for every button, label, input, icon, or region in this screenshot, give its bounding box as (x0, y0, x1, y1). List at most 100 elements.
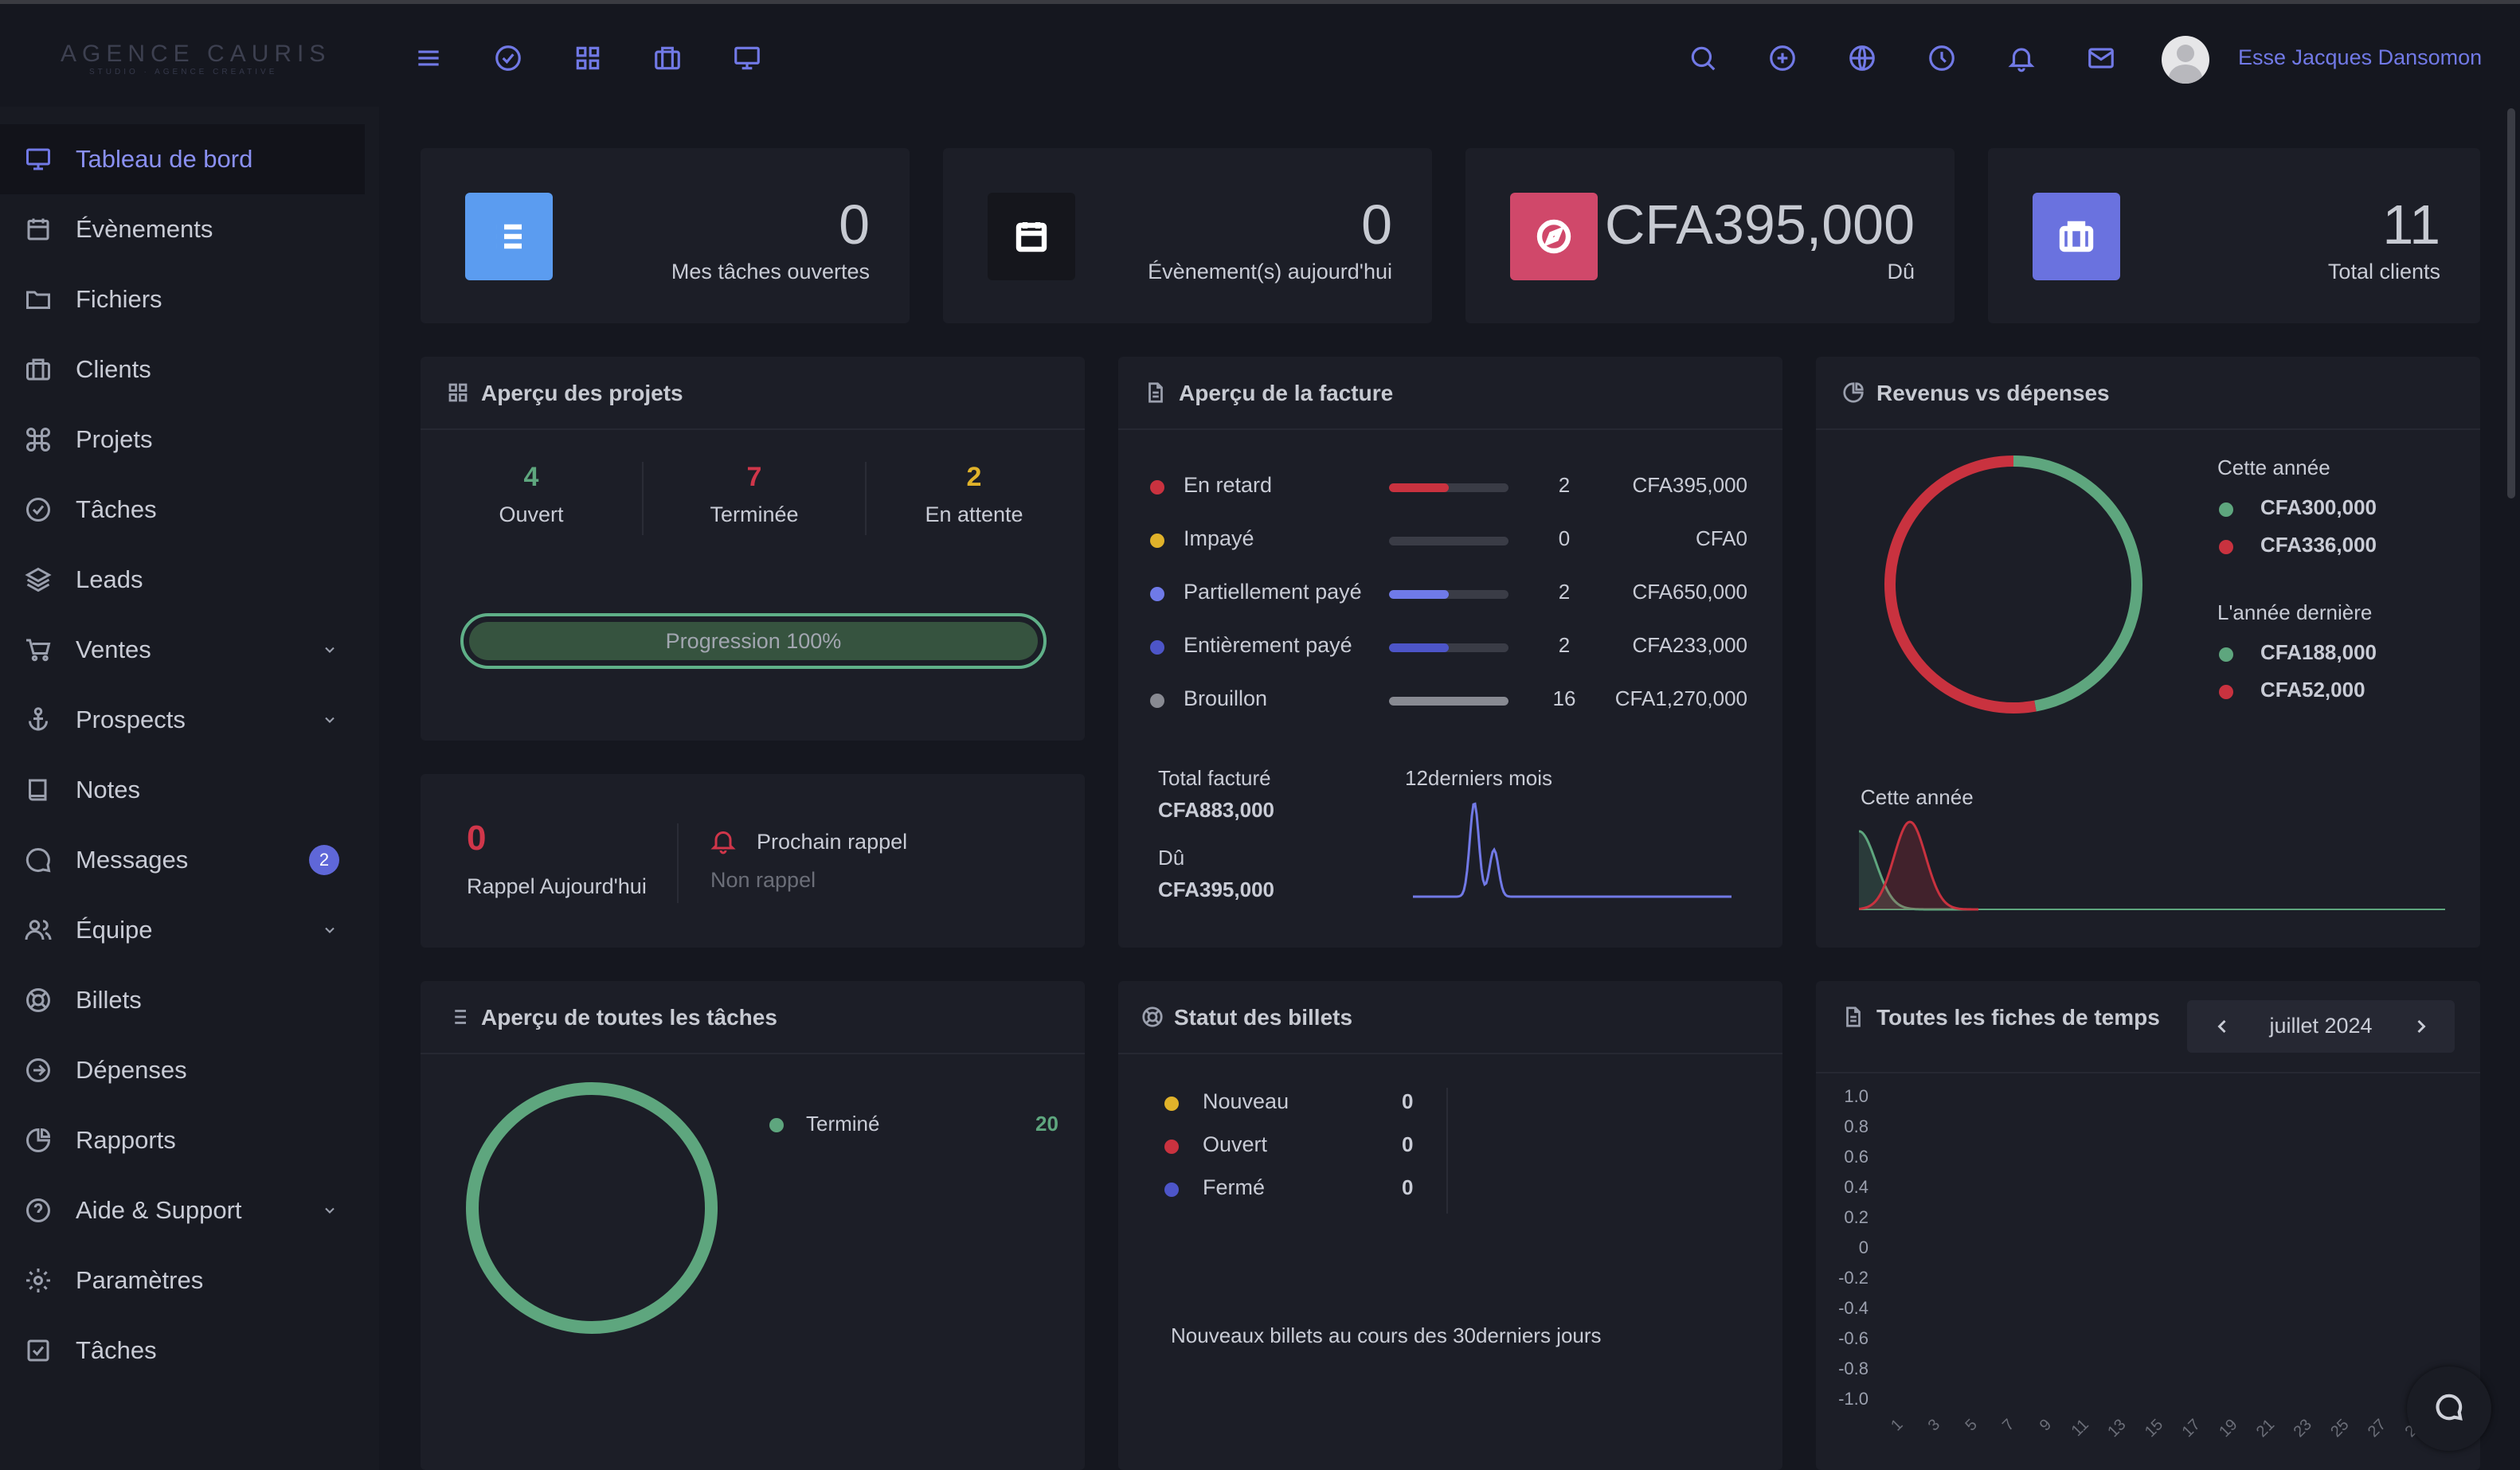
sidebar-item-label: Messages (76, 846, 189, 874)
user-name[interactable]: Esse Jacques Dansomon (2238, 45, 2483, 69)
help-icon (22, 1194, 54, 1226)
sidebar-item-label: Aide & Support (76, 1196, 242, 1224)
x-tick-label: 9 (2037, 1416, 2055, 1434)
ticket-status-row[interactable]: Ouvert 0 (1118, 1131, 1453, 1163)
briefcase-icon[interactable] (650, 41, 685, 76)
sidebar-item-label: Tableau de bord (76, 145, 253, 173)
chevron-left-icon[interactable] (2211, 1015, 2233, 1038)
brand-logo[interactable]: AGENCE CAURIS STUDIO · AGENCE CREATIVE (61, 41, 331, 76)
pie-icon (22, 1124, 54, 1156)
sidebar-item-tasks[interactable]: Tâches (0, 475, 365, 545)
next-reminder-label[interactable]: Prochain rappel (757, 830, 908, 854)
monitor-icon[interactable] (730, 41, 765, 76)
card-header: Aperçu de la facture (1118, 357, 1782, 430)
check-circle-icon[interactable] (491, 41, 526, 76)
sidebar-item-messages[interactable]: Messages 2 (0, 825, 365, 895)
y-tick-label: -0.6 (1838, 1328, 1868, 1348)
card-title: Statut des billets (1174, 1005, 1353, 1030)
x-tick-label: 7 (1999, 1416, 2017, 1434)
sidebar-item-sales[interactable]: Ventes (0, 615, 365, 685)
x-tick-label: 1 (1888, 1416, 1906, 1434)
stat-card-due[interactable]: CFA395,000 Dû (1465, 148, 1955, 323)
chevron-down-icon (322, 1202, 338, 1218)
sidebar-item-tasks-2[interactable]: Tâches (0, 1316, 365, 1386)
bell-icon[interactable] (2004, 41, 2039, 76)
sidebar-item-leads[interactable]: Leads (0, 545, 365, 615)
x-tick-label: 17 (2179, 1416, 2204, 1441)
sidebar-item-prospects[interactable]: Prospects (0, 685, 365, 755)
globe-icon[interactable] (1845, 41, 1880, 76)
sidebar-item-notes[interactable]: Notes (0, 755, 365, 825)
projects-overview-card: Aperçu des projets 4 Ouvert 7 Terminée 2… (421, 357, 1085, 741)
timesheets-card: Toutes les fiches de temps juillet 2024 … (1816, 981, 2480, 1470)
anchor-icon (22, 704, 54, 736)
card-header: Statut des billets (1118, 981, 1782, 1054)
expense-dot (2219, 540, 2233, 554)
status-dot (1150, 640, 1164, 655)
sidebar-item-settings[interactable]: Paramètres (0, 1245, 365, 1316)
page-scrollbar[interactable] (2504, 107, 2520, 1470)
sidebar-item-events[interactable]: Évènements (0, 194, 365, 264)
invoice-status-row[interactable]: En retard 2 CFA395,000 (1118, 471, 1782, 503)
cart-icon (22, 634, 54, 666)
plus-circle-icon[interactable] (1765, 41, 1800, 76)
projects-open[interactable]: 4 Ouvert (499, 462, 564, 526)
sidebar-item-help[interactable]: Aide & Support (0, 1175, 365, 1245)
sidebar-item-tickets[interactable]: Billets (0, 965, 365, 1035)
sidebar-item-label: Prospects (76, 706, 186, 733)
x-tick-label: 5 (1962, 1416, 1980, 1434)
stat-label: Évènement(s) aujourd'hui (1148, 260, 1392, 283)
timesheets-chart: 1.00.80.60.40.20-0.2-0.4-0.6-0.8-1.01 3 5 7… (1838, 1086, 2463, 1441)
stat-card-open-tasks[interactable]: 0 Mes tâches ouvertes (421, 148, 910, 323)
card-title: Toutes les fiches de temps (1876, 1005, 2160, 1030)
menu-icon[interactable] (411, 41, 446, 76)
invoice-status-row[interactable]: Brouillon 16 CFA1,270,000 (1118, 685, 1782, 717)
area-fill (1859, 822, 1978, 909)
status-bar-fill (1389, 590, 1449, 599)
sidebar-item-files[interactable]: Fichiers (0, 264, 365, 334)
search-icon[interactable] (1685, 41, 1720, 76)
card-header: Toutes les fiches de temps (1816, 981, 2480, 1073)
message-icon (2434, 1392, 2464, 1426)
status-dot (1164, 1140, 1179, 1154)
revenue-area-chart (1859, 820, 2445, 911)
chart-caption: Cette année (1861, 785, 1974, 809)
invoice-status-row[interactable]: Partiellement payé 2 CFA650,000 (1118, 578, 1782, 610)
status-amount: CFA650,000 (1632, 580, 1747, 604)
file-text-icon (1144, 381, 1168, 405)
status-count: 2 (1558, 633, 1571, 657)
status-count: 16 (1552, 686, 1576, 710)
chevron-right-icon[interactable] (2410, 1015, 2432, 1038)
total-label: Total facturé (1158, 766, 1271, 790)
scrollbar-thumb[interactable] (2507, 108, 2515, 498)
sidebar-item-reports[interactable]: Rapports (0, 1105, 365, 1175)
revenue-donut-chart (1884, 455, 2142, 713)
sidebar-item-label: Dépenses (76, 1056, 187, 1084)
status-amount: CFA0 (1695, 526, 1747, 550)
stat-card-total-clients[interactable]: 11 Total clients (1988, 148, 2480, 323)
sidebar-item-clients[interactable]: Clients (0, 334, 365, 405)
projects-pending[interactable]: 2 En attente (925, 462, 1023, 526)
clock-icon[interactable] (1924, 41, 1959, 76)
file-text-icon (1841, 1005, 1865, 1029)
legend-value: 20 (1035, 1112, 1058, 1136)
chat-button[interactable] (2407, 1366, 2491, 1451)
month-label[interactable]: juillet 2024 (2269, 1014, 2373, 1038)
invoice-status-row[interactable]: Impayé 0 CFA0 (1118, 525, 1782, 557)
status-label: Fermé (1203, 1175, 1266, 1199)
grid-icon[interactable] (570, 41, 605, 76)
stat-card-events-today[interactable]: 0 Évènement(s) aujourd'hui (943, 148, 1432, 323)
sidebar-item-expenses[interactable]: Dépenses (0, 1035, 365, 1105)
sidebar-item-team[interactable]: Équipe (0, 895, 365, 965)
invoice-status-row[interactable]: Entièrement payé 2 CFA233,000 (1118, 631, 1782, 663)
ticket-status-row[interactable]: Nouveau 0 (1118, 1088, 1453, 1120)
invoice-overview-card: Aperçu de la facture En retard 2 CFA395,00… (1118, 357, 1782, 948)
sidebar-item-dashboard[interactable]: Tableau de bord (0, 124, 365, 194)
mail-icon[interactable] (2084, 41, 2119, 76)
sidebar-item-projects[interactable]: Projets (0, 405, 365, 475)
status-dot (1150, 480, 1164, 495)
donut-slice (1884, 455, 2037, 713)
projects-done[interactable]: 7 Terminée (642, 462, 867, 535)
ticket-status-row[interactable]: Fermé 0 (1118, 1174, 1453, 1206)
avatar[interactable] (2162, 36, 2209, 84)
